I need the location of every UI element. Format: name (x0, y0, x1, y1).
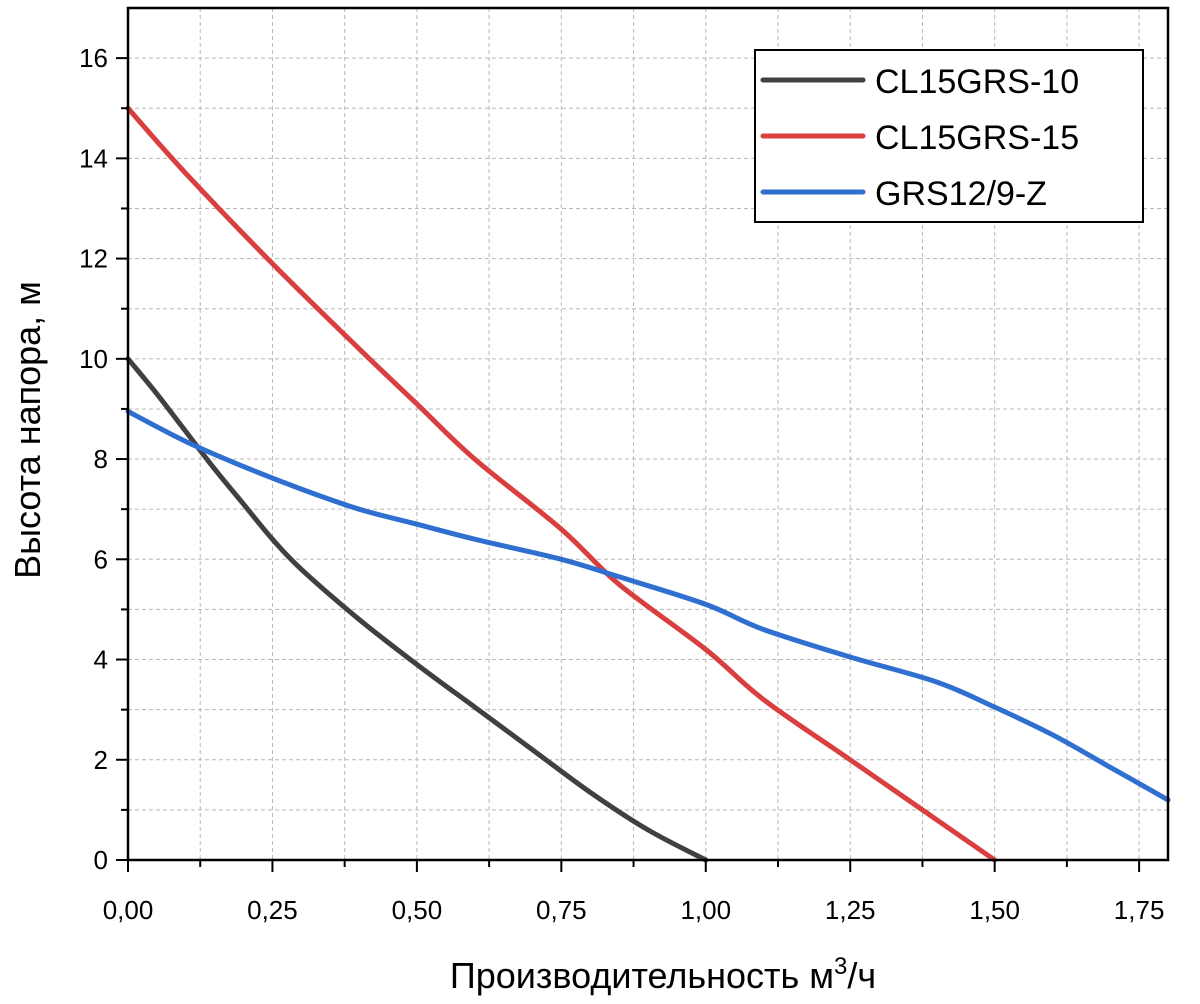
x-tick-label: 0,50 (392, 895, 443, 925)
y-tick-labels: 0 2 4 6 8 10 12 14 16 (79, 43, 108, 875)
legend-label-cl15grs-10: CL15GRS-10 (875, 63, 1079, 101)
x-tick-label: 1,50 (969, 895, 1020, 925)
plot-frame (126, 6, 1170, 862)
y-tick-label: 12 (79, 244, 108, 274)
x-axis-title: Производительность м3/ч (450, 953, 876, 996)
y-axis-title: Высота напора, м (7, 281, 48, 579)
x-tick-label: 0,75 (536, 895, 587, 925)
x-tick-label: 1,25 (825, 895, 876, 925)
x-tick-label: 0,25 (247, 895, 298, 925)
y-tick-label: 14 (79, 143, 108, 173)
y-tick-label: 10 (79, 344, 108, 374)
y-tick-label: 0 (94, 845, 108, 875)
x-tick-label: 0,00 (103, 895, 154, 925)
x-tick-label: 1,75 (1114, 895, 1165, 925)
x-tick-labels: 0,00 0,25 0,50 0,75 1,00 1,25 1,50 1,75 (103, 895, 1165, 925)
axis-ticks (116, 57, 1141, 872)
y-tick-label: 6 (94, 544, 108, 574)
y-tick-label: 4 (94, 645, 108, 675)
series-line-cl15grs-15 (125, 105, 998, 863)
y-tick-label: 8 (94, 444, 108, 474)
series-line-cl15grs-10 (125, 356, 709, 863)
series-lines (125, 105, 1171, 863)
x-tick-label: 1,00 (680, 895, 731, 925)
legend-label-grs12-9-z: GRS12/9-Z (875, 175, 1047, 213)
y-tick-label: 16 (79, 43, 108, 73)
legend: CL15GRS-10 CL15GRS-15 GRS12/9-Z (754, 49, 1144, 223)
y-tick-label: 2 (94, 745, 108, 775)
series-line-grs12-9-z (125, 408, 1171, 803)
legend-label-cl15grs-15: CL15GRS-15 (875, 119, 1079, 157)
grid-lines (128, 8, 1168, 860)
